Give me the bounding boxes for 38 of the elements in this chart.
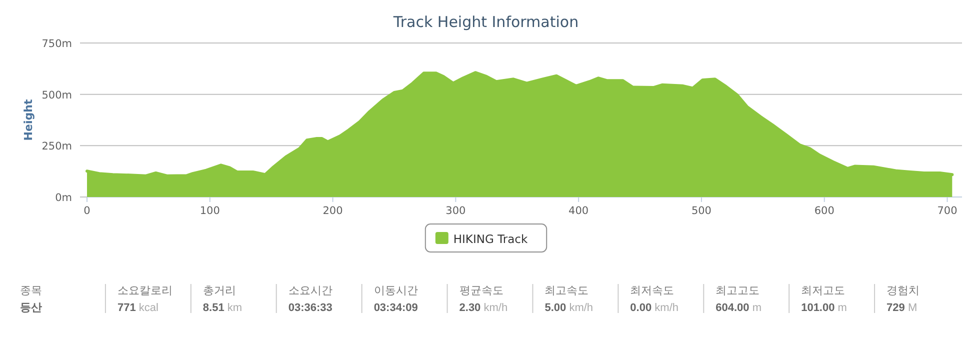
- text: 771 kcal: [117, 302, 158, 314]
- y-tick-label: 250m: [42, 140, 72, 153]
- y-tick-label: 0m: [55, 192, 72, 204]
- x-tick-label: 300: [446, 205, 466, 217]
- text: 729 M: [886, 302, 918, 314]
- x-tick-label: 200: [322, 205, 343, 217]
- text: 등산: [20, 302, 42, 314]
- category-label: 총거리: [202, 285, 236, 297]
- y-tick-label: 750m: [42, 38, 72, 50]
- x-tick-label: 100: [200, 205, 220, 217]
- text: 03:34:09: [374, 302, 418, 314]
- category-label: 소요칼로리: [117, 285, 172, 297]
- x-tick-label: 400: [568, 205, 589, 217]
- text: 8.51 km: [202, 302, 242, 314]
- text: 0.00 km/h: [630, 302, 679, 314]
- category-label: 평균속도: [459, 285, 504, 297]
- text: 5.00 km/h: [544, 302, 594, 314]
- text: 101.00 m: [801, 302, 847, 314]
- x-tick-label: 500: [691, 205, 712, 217]
- category-label: 이동시간: [374, 285, 418, 297]
- category-label: 경험치: [886, 285, 920, 297]
- text: 03:36:33: [288, 302, 332, 314]
- y-tick-label: 500m: [42, 89, 72, 102]
- legend-label: HIKING Track: [453, 232, 528, 246]
- category-label: 최저고도: [801, 285, 846, 297]
- category-label: 종목: [20, 285, 42, 297]
- x-tick-label: 700: [937, 205, 958, 217]
- text: 2.30 km/h: [459, 302, 508, 314]
- category-label: 최저속도: [630, 285, 674, 297]
- x-tick-label: 0: [84, 205, 90, 217]
- y-axis-title: Height: [22, 99, 35, 141]
- chart-title: Track Height Information: [392, 13, 579, 31]
- category-label: 소요시간: [288, 285, 332, 297]
- category-label: 최고속도: [544, 285, 589, 297]
- category-label: 최고고도: [716, 285, 760, 297]
- x-tick-label: 600: [814, 205, 834, 217]
- text: 604.00 m: [716, 302, 762, 314]
- legend: HIKING Track: [424, 224, 548, 252]
